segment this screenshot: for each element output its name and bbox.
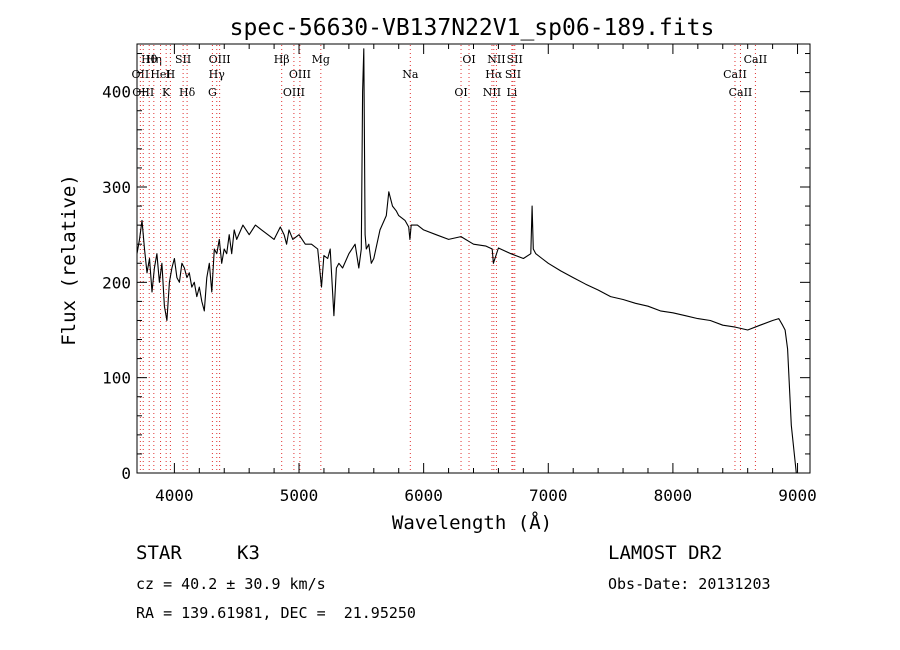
y-axis-label: Flux (relative) xyxy=(58,174,80,346)
line-marker-label: OIII xyxy=(209,53,231,66)
x-tick-label: 6000 xyxy=(404,486,443,505)
emission-line-markers: HθOIIOIIIHηHeIKSIIHHδOIIIHγGHβOIIIOIIIMg… xyxy=(132,45,768,472)
line-marker-label: SII xyxy=(175,53,191,66)
x-tick-label: 9000 xyxy=(778,486,817,505)
line-marker-label: NII xyxy=(487,53,505,66)
x-tick-label: 8000 xyxy=(654,486,693,505)
line-marker-label: SII xyxy=(505,68,521,81)
line-marker-label: Hδ xyxy=(179,86,196,99)
line-marker-label: CaII xyxy=(744,53,768,66)
line-marker-label: CaII xyxy=(723,68,747,81)
axes: 4000 5000 6000 7000 8000 9000 0 100 200 300 400 xyxy=(102,44,817,505)
line-marker-label: OIII xyxy=(289,68,311,81)
line-marker-label: G xyxy=(208,86,217,99)
y-tick-label: 300 xyxy=(102,178,131,197)
observation-date: Obs-Date: 20131203 xyxy=(608,575,771,593)
line-marker-label: Li xyxy=(506,86,517,99)
plot-frame xyxy=(136,43,811,474)
line-marker-label: OII xyxy=(132,68,150,81)
line-marker-label: Hθ xyxy=(141,53,158,66)
x-tick-label: 5000 xyxy=(280,486,319,505)
line-marker-label: Na xyxy=(402,68,419,81)
line-marker-label: OIII xyxy=(283,86,305,99)
object-subclass: K3 xyxy=(237,542,260,564)
line-marker-label: H xyxy=(166,68,176,81)
x-tick-label: 7000 xyxy=(529,486,568,505)
redshift-velocity: cz = 40.2 ± 30.9 km/s xyxy=(136,575,326,593)
x-axis-label: Wavelength (Å) xyxy=(392,511,552,534)
line-marker-label: Hγ xyxy=(209,68,226,81)
object-class: STAR xyxy=(136,542,182,564)
line-marker-label: Hα xyxy=(485,68,503,81)
y-tick-label: 400 xyxy=(102,83,131,102)
line-marker-label: CaII xyxy=(729,86,753,99)
y-tick-label: 200 xyxy=(102,273,131,292)
line-marker-label: OIII xyxy=(132,86,154,99)
y-tick-label: 100 xyxy=(102,369,131,388)
x-tick-label: 4000 xyxy=(155,486,194,505)
line-marker-label: NII xyxy=(483,86,501,99)
chart-title: spec-56630-VB137N22V1_sp06-189.fits xyxy=(230,15,715,41)
ra-dec-coordinates: RA = 139.61981, DEC = 21.95250 xyxy=(136,604,416,622)
line-marker-label: SII xyxy=(507,53,523,66)
line-marker-label: K xyxy=(162,86,171,99)
survey-name: LAMOST DR2 xyxy=(608,542,723,564)
line-marker-label: Hη xyxy=(146,53,162,66)
line-marker-label: OI xyxy=(462,53,475,66)
y-tick-label: 0 xyxy=(121,464,131,483)
line-marker-label: Hβ xyxy=(274,53,290,66)
line-marker-label: Mg xyxy=(312,53,330,66)
spectrum-layer xyxy=(136,48,798,474)
spectrum-line xyxy=(136,48,798,474)
line-marker-label: OI xyxy=(454,86,467,99)
